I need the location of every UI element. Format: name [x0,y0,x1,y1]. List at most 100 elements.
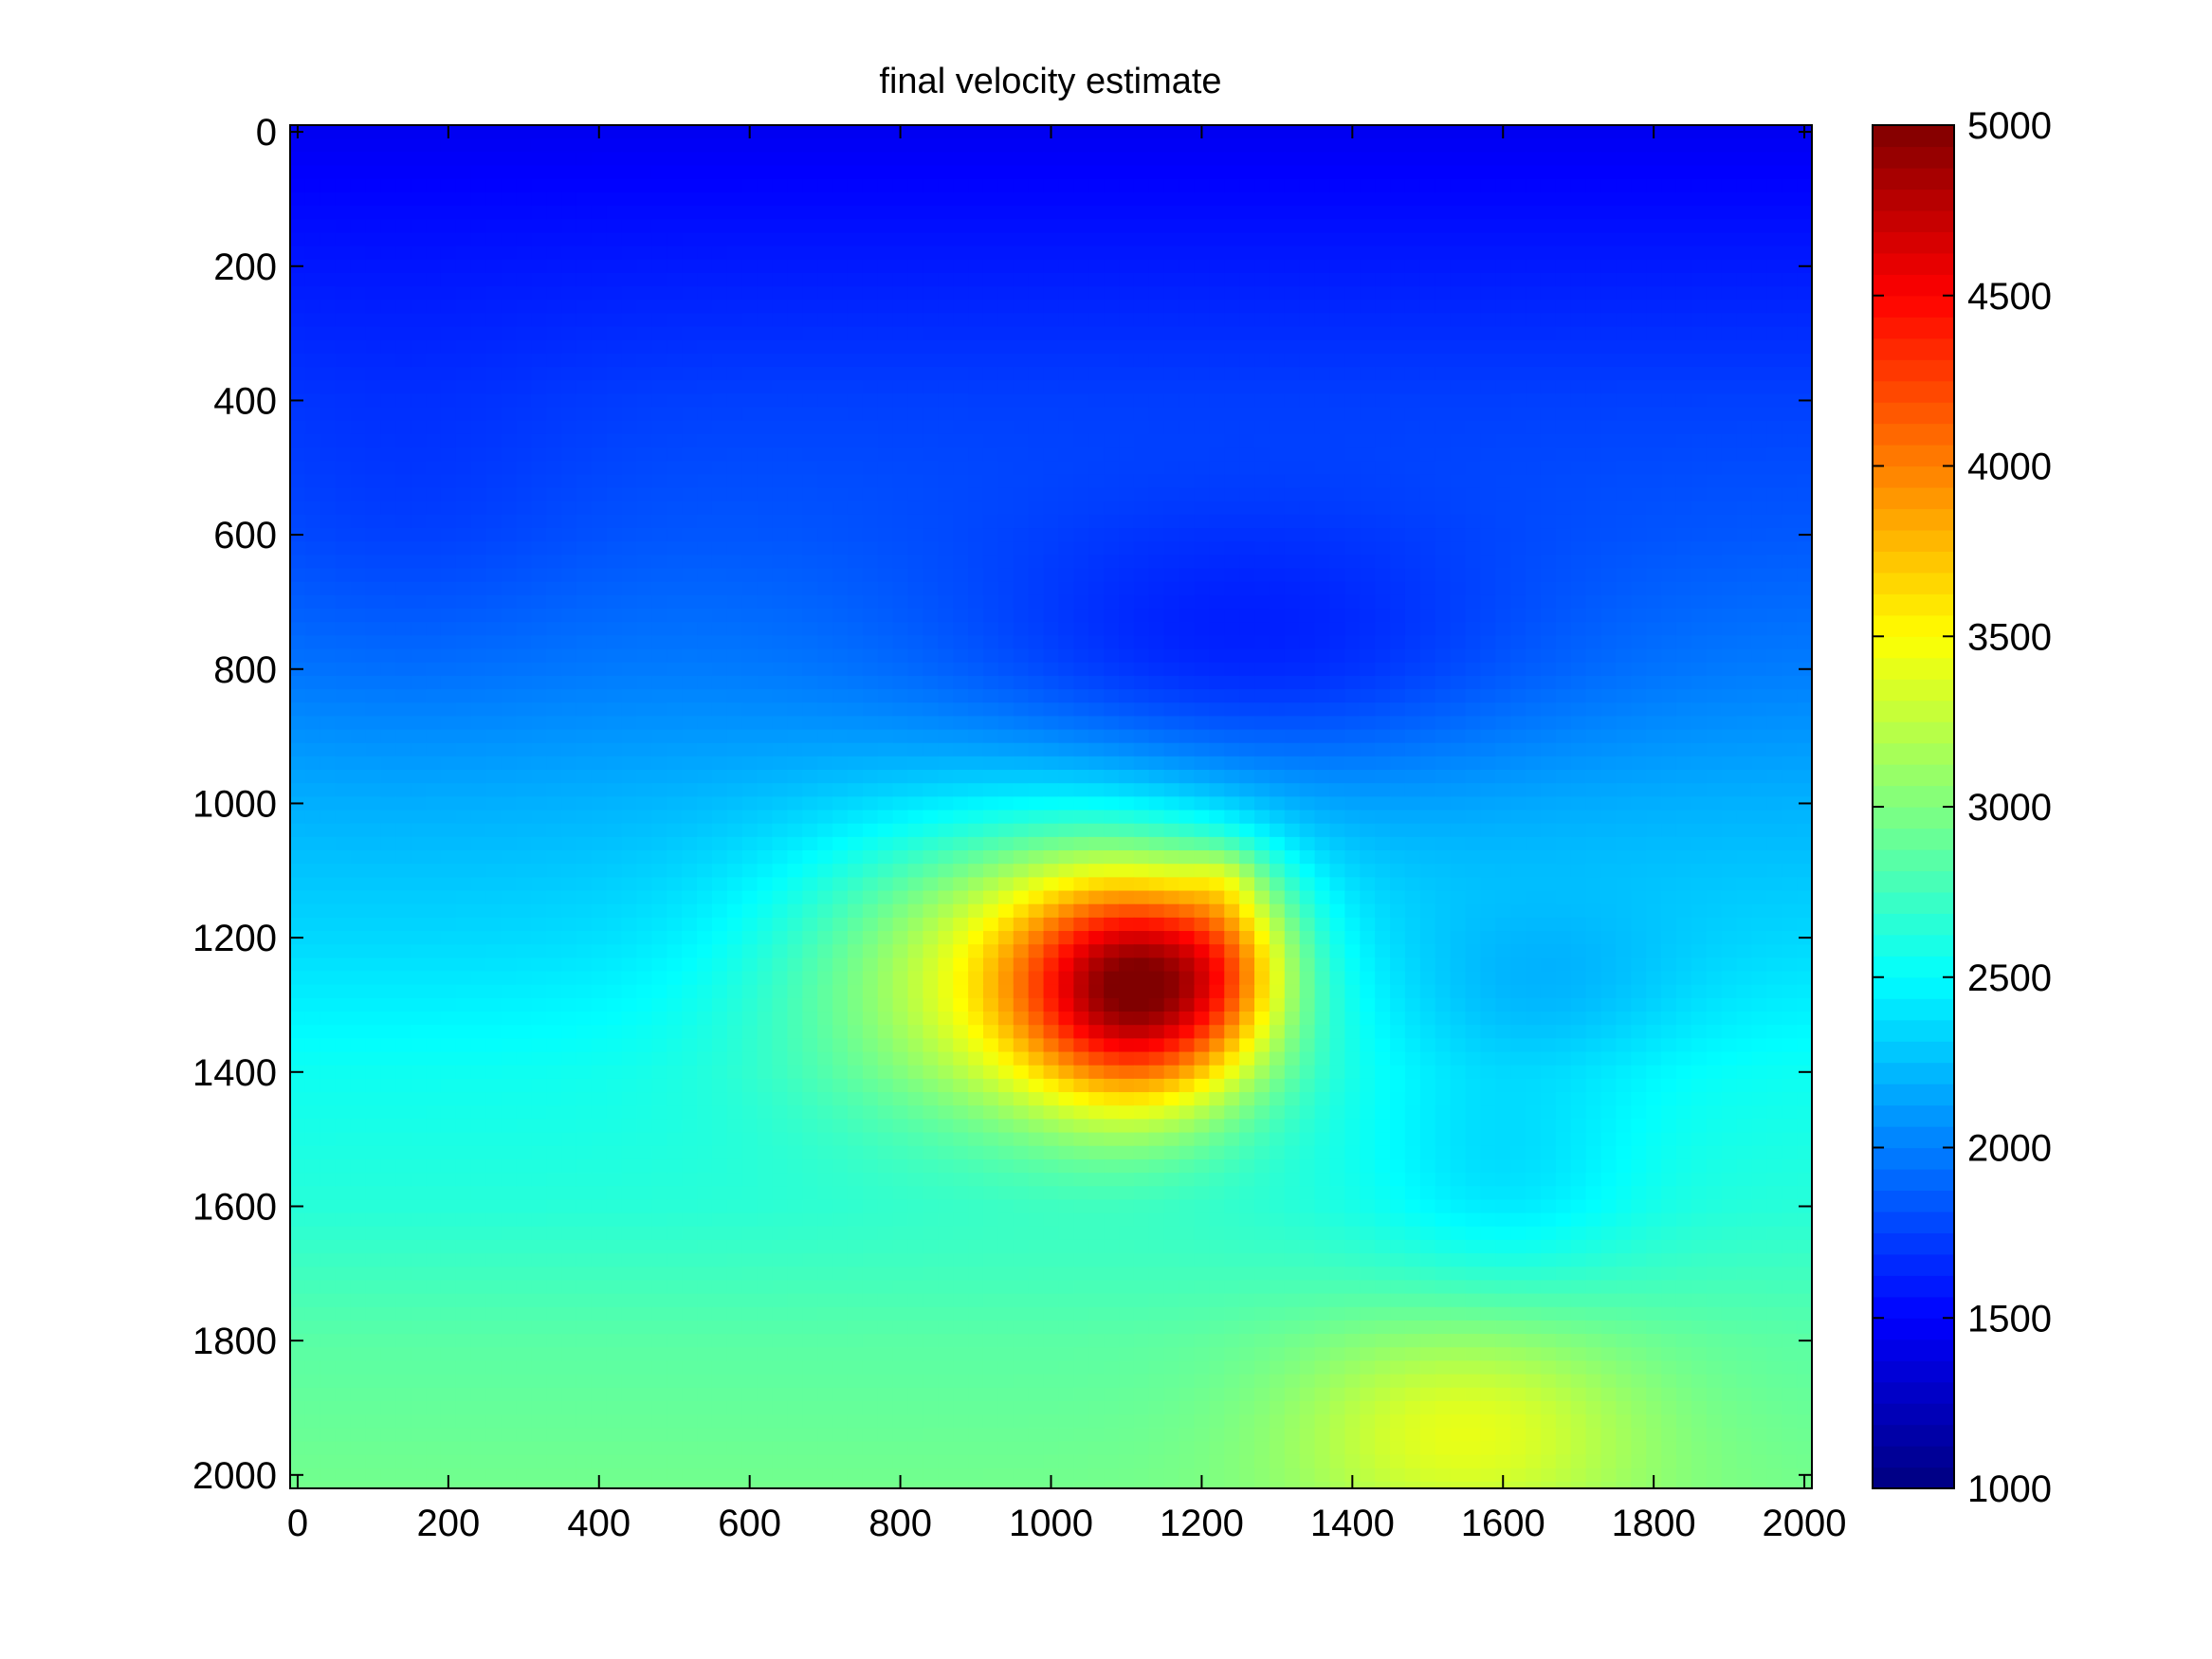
heatmap-cell [1600,407,1618,422]
heatmap-cell [1495,433,1511,448]
heatmap-cell [1329,286,1345,301]
heatmap-cell [1375,622,1391,636]
heatmap-cell [1585,313,1602,328]
heatmap-cell [1028,178,1045,193]
heatmap-cell [1375,528,1391,542]
heatmap-cell [426,662,442,677]
heatmap-cell [546,393,562,409]
heatmap-cell [1782,393,1798,409]
heatmap-cell [711,689,728,703]
heatmap-cell [817,742,833,757]
heatmap-cell [1510,689,1526,703]
heatmap-cell [470,742,487,757]
heatmap-cell [411,232,427,247]
heatmap-cell [938,581,954,596]
heatmap-cell [501,339,517,355]
heatmap-cell [1194,219,1210,233]
heatmap-cell [1329,165,1345,180]
heatmap-cell [877,219,894,233]
heatmap-cell [1404,232,1421,247]
heatmap-cell [862,125,879,139]
heatmap-cell [892,461,909,475]
heatmap-cell [982,380,999,394]
heatmap-cell [335,501,352,516]
heatmap-cell [787,689,803,703]
heatmap-cell [697,716,713,731]
heatmap-cell [1435,702,1452,717]
heatmap-cell [1661,326,1677,341]
heatmap-cell [1751,729,1767,744]
heatmap-cell [426,622,442,636]
heatmap-cell [997,191,1015,207]
heatmap-cell [1148,259,1165,274]
heatmap-cell [997,138,1015,153]
heatmap-cell [1284,353,1301,368]
heatmap-cell [1736,622,1753,636]
heatmap-cell [711,568,728,583]
heatmap-cell [1706,648,1723,664]
heatmap-cell [726,407,743,422]
heatmap-cell [1480,191,1496,207]
heatmap-cell [1766,367,1782,381]
heatmap-cell [1691,178,1708,193]
heatmap-cell [1058,702,1074,717]
heatmap-cell [1119,689,1135,703]
heatmap-cell [1013,286,1030,301]
heatmap-cell [923,206,939,220]
heatmap-cell [1480,675,1496,690]
heatmap-cell [1329,300,1345,314]
heatmap-cell [1661,702,1677,717]
heatmap-cell [561,675,577,690]
heatmap-cell [1028,259,1045,274]
heatmap-cell [1314,581,1331,596]
heatmap-cell [1646,594,1662,610]
heatmap-cell [1736,206,1753,220]
heatmap-cell [1179,501,1196,516]
heatmap-cell [470,770,487,784]
heatmap-cell [516,447,532,462]
heatmap-cell [335,555,352,570]
heatmap-cell [862,501,879,516]
heatmap-cell [591,433,608,448]
heatmap-cell [1360,528,1376,542]
heatmap-cell [606,152,623,167]
heatmap-cell [621,246,638,261]
heatmap-cell [817,339,833,355]
heatmap-cell [440,339,457,355]
heatmap-cell [923,594,939,610]
heatmap-cell [1209,420,1225,435]
heatmap-cell [426,246,442,261]
heatmap-cell [682,689,698,703]
heatmap-cell [1390,286,1406,301]
heatmap-cell [1797,191,1813,207]
heatmap-cell [1751,568,1767,583]
heatmap-cell [953,125,969,139]
heatmap-cell [1133,339,1150,355]
heatmap-cell [757,461,774,475]
heatmap-cell [1797,514,1813,529]
heatmap-cell [350,729,367,744]
heatmap-cell [757,326,774,341]
heatmap-cell [1073,568,1089,583]
heatmap-cell [953,152,969,167]
heatmap-cell [1751,528,1767,542]
heatmap-cell [350,300,367,314]
heatmap-cell [576,675,593,690]
heatmap-cell [1119,729,1135,744]
heatmap-cell [847,635,864,650]
heatmap-cell [817,541,833,556]
heatmap-cell [1390,594,1406,610]
heatmap-cell [1119,138,1135,153]
heatmap-cell [576,635,593,650]
heatmap-cell [455,152,472,167]
heatmap-cell [621,313,638,328]
heatmap-cell [1736,514,1753,529]
heatmap-cell [1540,635,1557,650]
heatmap-cell [1495,622,1511,636]
heatmap-cell [1028,286,1045,301]
heatmap-cell [817,165,833,180]
heatmap-cell [380,689,396,703]
heatmap-cell [1706,206,1723,220]
heatmap-cell [1526,353,1542,368]
heatmap-cell [440,541,457,556]
